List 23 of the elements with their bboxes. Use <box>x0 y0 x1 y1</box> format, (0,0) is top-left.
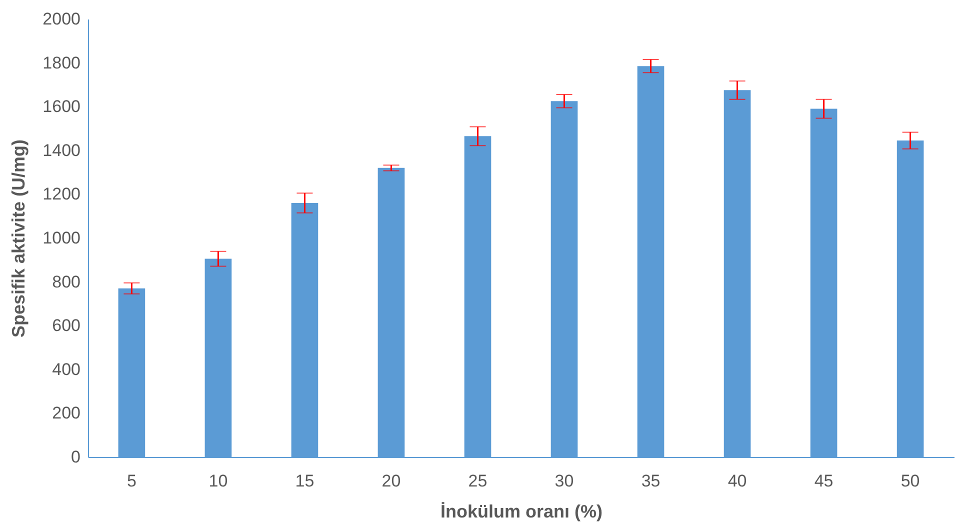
y-tick-label: 800 <box>52 272 80 292</box>
y-tick-label: 400 <box>52 360 80 379</box>
y-tick-label: 200 <box>52 404 80 423</box>
y-tick-label: 1800 <box>42 53 80 72</box>
x-tick-label: 25 <box>468 472 488 490</box>
x-axis-title: İnokülum oranı (%) <box>440 502 603 522</box>
x-tick-label: 10 <box>208 472 228 490</box>
y-tick-label: 1400 <box>42 140 80 160</box>
x-tick-label: 45 <box>814 472 834 490</box>
x-tick-label: 30 <box>554 472 574 490</box>
x-tick-label: 20 <box>382 472 401 490</box>
y-tick-label: 0 <box>71 448 80 466</box>
x-tick-label: 50 <box>900 472 920 490</box>
y-axis-title: Spesifik aktivite (U/mg) <box>8 139 29 338</box>
x-tick-label: 15 <box>295 472 314 490</box>
x-tick-label: 40 <box>728 472 747 490</box>
y-tick-label: 1600 <box>42 97 80 116</box>
y-tick-label: 1200 <box>42 184 80 204</box>
x-tick-label: 35 <box>641 472 660 490</box>
y-tick-label: 1000 <box>42 228 80 248</box>
y-tick-label: 2000 <box>42 10 80 28</box>
x-tick-label: 5 <box>126 472 136 490</box>
y-tick-label: 600 <box>52 316 80 336</box>
